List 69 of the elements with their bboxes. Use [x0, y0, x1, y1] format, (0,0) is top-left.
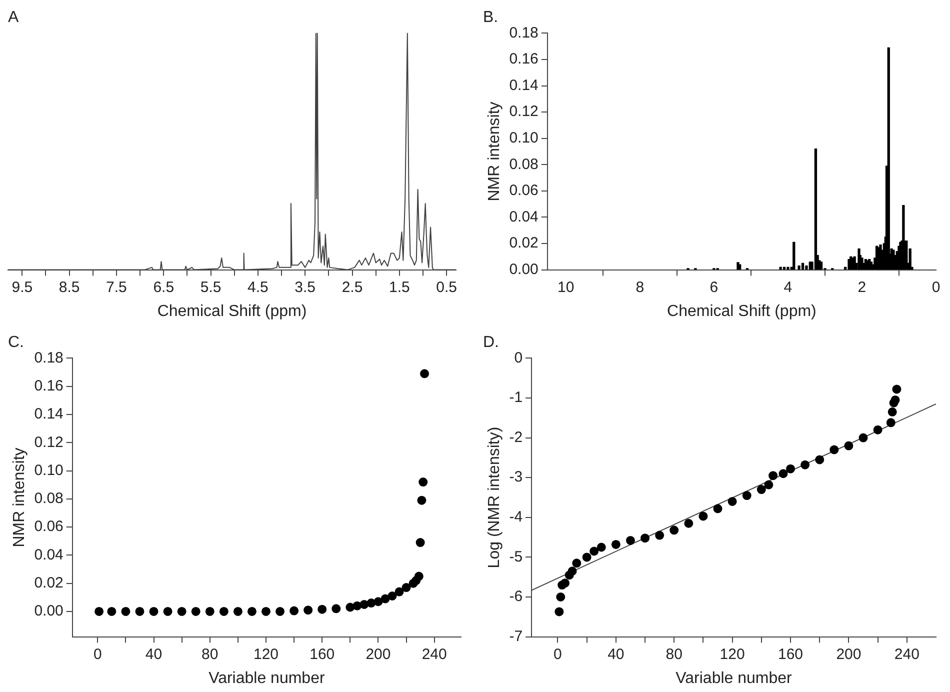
- x-tick-label: 5.5: [200, 278, 222, 296]
- x-tick-label: 0: [93, 646, 102, 663]
- x-tick-label: 8: [636, 278, 644, 296]
- y-tick-label: 0.04: [509, 208, 538, 226]
- x-tick-label: 0.5: [436, 278, 457, 296]
- y-tick-label: 0: [514, 349, 523, 366]
- y-tick-label: 0.18: [34, 349, 64, 366]
- y-axis-title: NMR intensity: [11, 448, 28, 548]
- y-tick-label: 0.06: [509, 182, 538, 200]
- x-tick-label: 200: [366, 646, 391, 663]
- x-tick-label: 40: [608, 646, 624, 663]
- y-tick-label: -6: [509, 588, 523, 606]
- y-tick-label: 0.16: [34, 377, 64, 394]
- y-tick-label: -7: [509, 628, 523, 645]
- x-tick-label: 200: [836, 646, 862, 663]
- y-tick-label: 0.00: [34, 602, 64, 620]
- x-tick-label: 6.5: [153, 278, 174, 296]
- x-tick-label: 4.5: [248, 278, 268, 296]
- x-tick-label: 120: [253, 646, 279, 663]
- x-tick-label: 80: [202, 646, 218, 663]
- x-tick-label: 4: [784, 278, 792, 296]
- y-tick-label: -4: [509, 508, 523, 526]
- y-tick-label: -1: [509, 389, 523, 406]
- x-tick-label: 6: [710, 278, 718, 296]
- x-tick-label: 40: [145, 646, 162, 663]
- y-tick-label: 0.14: [509, 76, 538, 94]
- x-tick-label: 2: [858, 278, 866, 296]
- y-tick-label: 0.06: [34, 518, 64, 536]
- x-axis-title: Chemical Shift (ppm): [157, 302, 307, 320]
- x-tick-label: 9.5: [12, 278, 33, 296]
- y-tick-label: 0.16: [509, 50, 538, 68]
- x-axis-title: Chemical Shift (ppm): [667, 302, 816, 320]
- chart-title: C.: [8, 334, 24, 352]
- y-tick-label: 0.08: [34, 490, 64, 508]
- y-tick-label: -3: [509, 468, 523, 486]
- y-tick-label: 0.12: [509, 103, 538, 120]
- x-axis-title: Variable number: [208, 670, 326, 687]
- y-tick-label: 0.12: [34, 434, 64, 451]
- y-tick-label: 0.04: [34, 546, 64, 564]
- x-tick-label: 7.5: [106, 278, 127, 296]
- x-tick-label: 0: [932, 278, 940, 296]
- chart-title: A: [8, 9, 19, 26]
- y-tick-label: 0.18: [509, 24, 538, 42]
- y-tick-label: 0.08: [509, 156, 538, 173]
- y-tick-label: 0.10: [509, 129, 538, 146]
- chart-title: D.: [483, 334, 499, 352]
- x-tick-label: 10: [558, 278, 574, 296]
- y-tick-label: 0.02: [34, 574, 64, 592]
- y-tick-label: 0.00: [509, 260, 538, 278]
- x-tick-label: 240: [894, 646, 920, 663]
- x-axis-title: Variable number: [676, 670, 793, 687]
- y-tick-label: -2: [509, 428, 523, 446]
- x-tick-label: 2.5: [342, 278, 363, 296]
- x-tick-label: 160: [310, 646, 335, 663]
- y-tick-label: 0.14: [34, 406, 64, 423]
- y-tick-label: -5: [509, 548, 523, 566]
- x-tick-label: 240: [422, 646, 447, 663]
- y-axis-title: NMR intensity: [486, 102, 504, 202]
- x-tick-label: 0: [554, 646, 562, 663]
- x-tick-label: 120: [720, 646, 745, 663]
- y-axis-title: Log (NMR intensity): [486, 426, 504, 568]
- chart-title: B.: [483, 9, 498, 26]
- x-tick-label: 1.5: [388, 278, 410, 296]
- x-tick-label: 80: [666, 646, 682, 663]
- x-tick-label: 3.5: [294, 278, 316, 296]
- x-tick-label: 8.5: [58, 278, 80, 296]
- y-tick-label: 0.02: [509, 234, 538, 252]
- x-tick-label: 160: [778, 646, 804, 663]
- y-tick-label: 0.10: [34, 462, 64, 479]
